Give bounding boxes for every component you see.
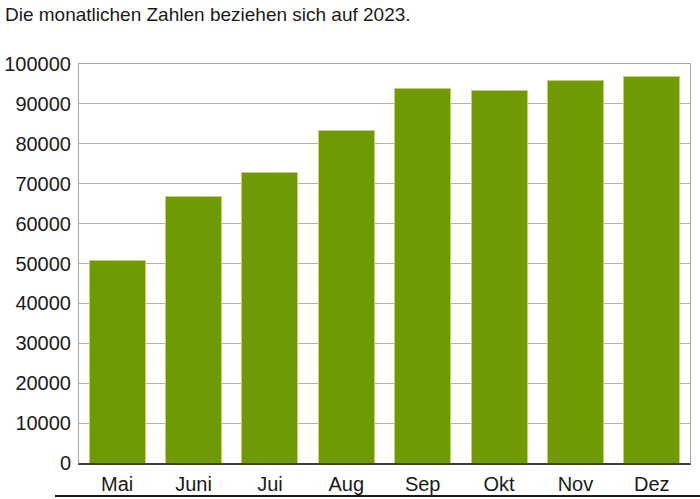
bar-juni — [165, 196, 222, 463]
bar-aug — [318, 130, 375, 463]
y-tick-label-30000: 30000 — [0, 331, 71, 355]
chart-title: Die monatlichen Zahlen beziehen sich auf… — [5, 3, 411, 27]
plot-area — [78, 63, 691, 465]
y-tick-label-80000: 80000 — [0, 132, 71, 156]
footer-rule — [55, 495, 700, 497]
y-tick-label-100000: 100000 — [0, 52, 71, 76]
x-tick-label-aug: Aug — [308, 471, 384, 497]
x-tick-label-okt: Okt — [461, 471, 537, 497]
x-tick-label-sep: Sep — [385, 471, 461, 497]
bar-okt — [471, 90, 528, 463]
bar-nov — [547, 80, 604, 463]
x-tick-label-juni: Juni — [155, 471, 231, 497]
x-tick-label-mai: Mai — [79, 471, 155, 497]
y-tick-label-50000: 50000 — [0, 252, 71, 276]
y-tick-label-70000: 70000 — [0, 172, 71, 196]
y-tick-label-60000: 60000 — [0, 212, 71, 236]
bar-jui — [241, 172, 298, 463]
bar-mai — [89, 260, 146, 463]
y-tick-label-40000: 40000 — [0, 291, 71, 315]
x-tick-label-dez: Dez — [614, 471, 690, 497]
x-tick-label-jui: Jui — [232, 471, 308, 497]
bar-chart: Die monatlichen Zahlen beziehen sich auf… — [0, 0, 700, 499]
y-tick-label-90000: 90000 — [0, 92, 71, 116]
y-tick-label-20000: 20000 — [0, 371, 71, 395]
bar-dez — [623, 76, 680, 463]
x-tick-label-nov: Nov — [537, 471, 613, 497]
bar-sep — [394, 88, 451, 463]
y-tick-label-10000: 10000 — [0, 411, 71, 435]
y-tick-label-0: 0 — [0, 451, 71, 475]
